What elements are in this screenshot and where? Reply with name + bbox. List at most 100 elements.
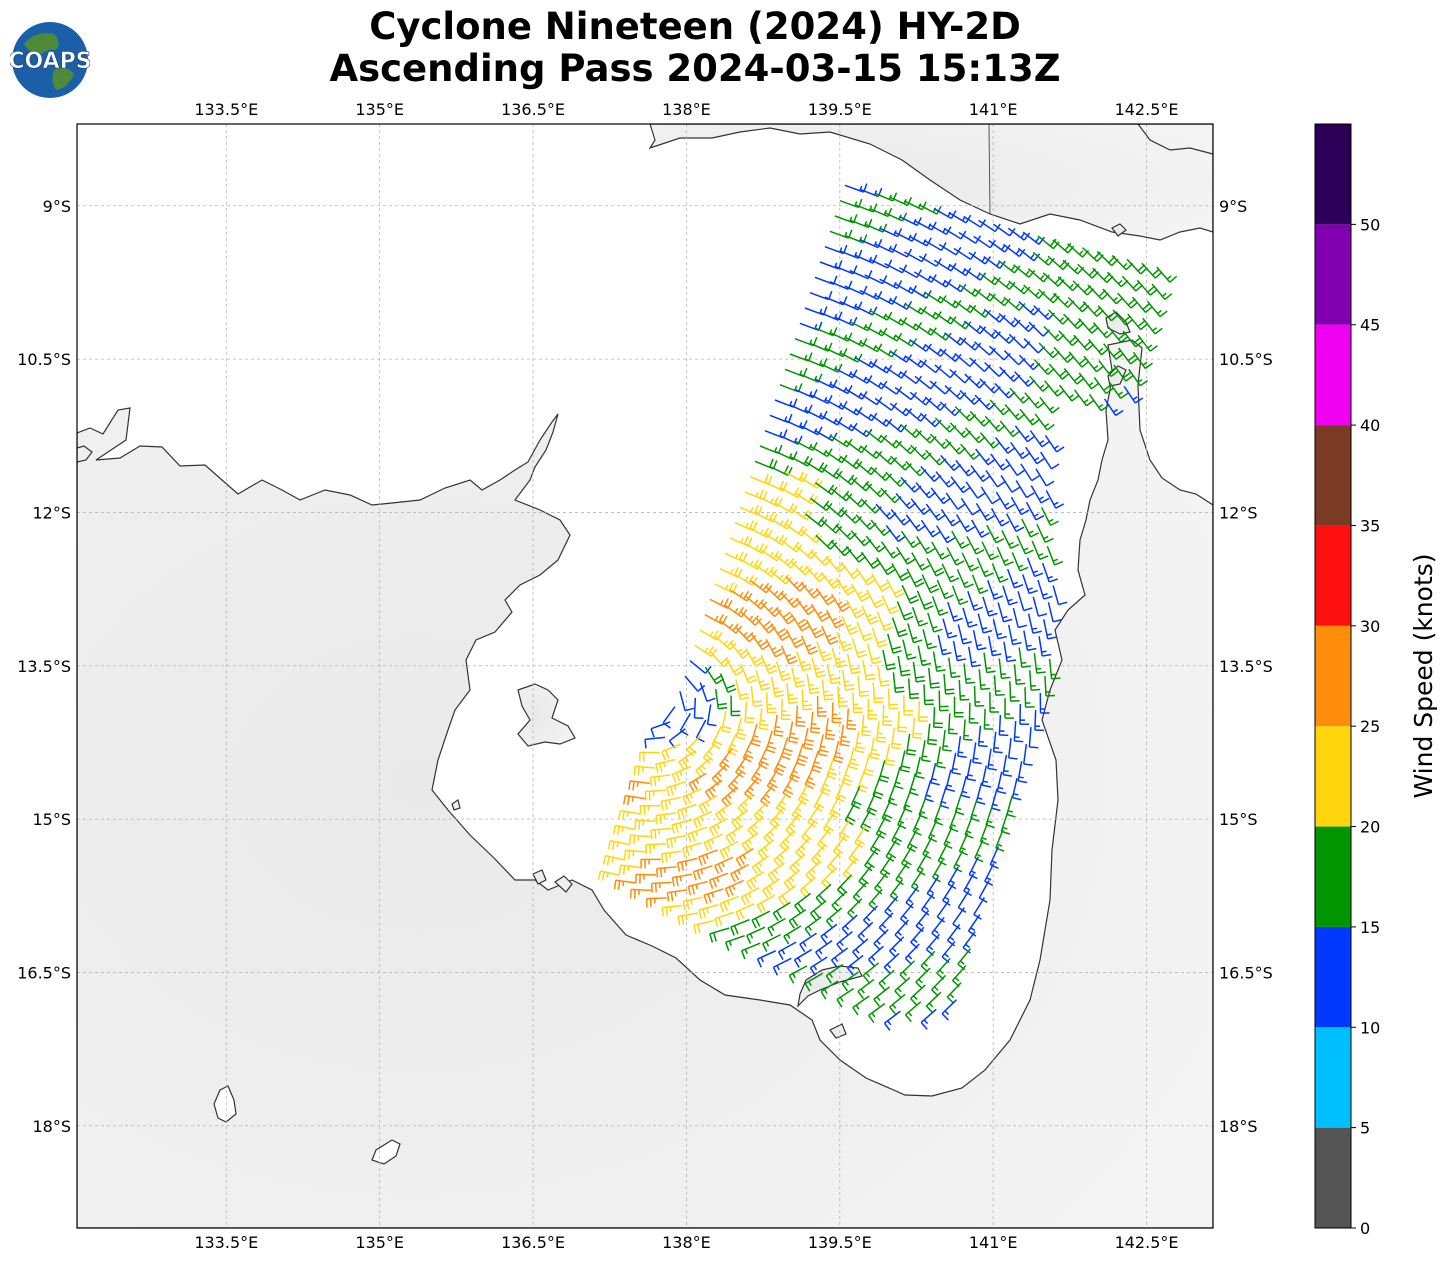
wind-barb: [826, 663, 841, 685]
wind-barb: [671, 873, 693, 887]
wind-barb: [1136, 279, 1158, 296]
wind-barb: [779, 486, 803, 499]
lon-tick-label-top: 133.5°E: [194, 100, 258, 119]
wind-barb: [729, 589, 753, 602]
lat-tick-label-left: 15°S: [32, 810, 71, 829]
wind-barb: [899, 423, 922, 439]
wind-barb: [967, 914, 981, 937]
wind-barb: [730, 863, 749, 883]
wind-barb: [830, 947, 849, 968]
wind-barb: [1007, 624, 1022, 646]
wind-barb: [795, 544, 818, 560]
colorbar-bin: [1315, 324, 1351, 426]
wind-barb: [769, 807, 785, 830]
wind-barb: [815, 883, 832, 905]
wind-barb: [682, 842, 703, 858]
wind-barb: [744, 777, 759, 800]
wind-barb: [831, 890, 847, 913]
wind-barb: [1000, 475, 1020, 493]
colorbar-tick-label: 5: [1360, 1119, 1370, 1138]
wind-barb: [1011, 778, 1022, 801]
wind-barb: [1127, 313, 1148, 331]
wind-barb: [655, 812, 677, 825]
wind-barb: [751, 910, 771, 929]
wind-barb: [852, 692, 863, 714]
wind-barb: [884, 418, 908, 433]
wind-barb: [1006, 568, 1024, 589]
wind-barb: [993, 329, 1016, 344]
wind-barb: [855, 461, 878, 476]
wind-barb: [985, 469, 1006, 488]
wind-barb: [597, 870, 621, 881]
wind-barb: [918, 700, 928, 722]
wind-barb: [795, 705, 806, 727]
wind-barb: [876, 557, 896, 576]
wind-barb: [1023, 284, 1046, 299]
wind-barb: [628, 780, 651, 791]
wind-barb: [735, 848, 754, 868]
wind-barb: [943, 826, 953, 850]
lat-tick-label-right: 12°S: [1219, 503, 1258, 522]
wind-barb: [878, 760, 890, 783]
wind-barb: [951, 585, 969, 606]
wind-barb: [846, 599, 865, 619]
wind-barb: [881, 595, 899, 615]
wind-barb: [857, 978, 875, 1000]
wind-barb: [1063, 368, 1085, 385]
wind-barb: [978, 272, 1001, 286]
wind-barb: [780, 645, 798, 665]
wind-barb: [860, 498, 882, 514]
wind-barb: [719, 840, 739, 860]
wind-barb: [1005, 458, 1026, 476]
wind-barb: [906, 829, 918, 853]
wind-barb: [1003, 641, 1017, 663]
wind-barb: [1030, 485, 1050, 504]
wind-barb: [957, 736, 967, 758]
wind-barb: [883, 952, 900, 975]
wind-barb: [769, 517, 793, 530]
wind-barb: [953, 849, 964, 873]
wind-barb: [998, 658, 1011, 680]
wind-barb: [785, 629, 805, 649]
wind-barb: [1006, 795, 1016, 818]
wind-barb: [676, 857, 698, 872]
wind-barb: [937, 842, 949, 866]
wind-barb: [746, 871, 765, 891]
wind-barb: [960, 775, 971, 799]
wind-barb: [682, 788, 702, 806]
wind-barb: [986, 524, 1005, 544]
wind-barb: [846, 954, 864, 976]
wind-barb: [740, 887, 760, 906]
wind-barb: [699, 629, 723, 641]
wind-barb: [783, 869, 801, 891]
wind-barb: [765, 638, 784, 658]
wind-barb: [983, 308, 1006, 323]
wind-barb: [1048, 363, 1070, 380]
wind-barb: [703, 888, 724, 904]
wind-barb: [837, 686, 849, 707]
wind-barb: [830, 593, 850, 613]
wind-barb: [762, 933, 781, 952]
wind-barb: [882, 704, 893, 727]
wind-barb: [982, 596, 998, 617]
lon-tick-label-bottom: 136.5°E: [501, 1233, 565, 1252]
colorbar-bin: [1315, 525, 1351, 626]
wind-barb: [635, 873, 657, 884]
wind-barb: [873, 928, 889, 951]
wind-barb: [963, 663, 976, 685]
wind-barb: [937, 634, 952, 656]
wind-barb: [720, 710, 732, 734]
colorbar-bin: [1315, 625, 1351, 727]
wind-barb: [1088, 393, 1109, 412]
wind-barb: [995, 491, 1015, 510]
wind-barb: [794, 892, 812, 914]
wind-barb: [868, 1002, 886, 1024]
wind-barb: [773, 846, 790, 868]
wind-barb: [948, 316, 972, 330]
wind-barb: [875, 450, 898, 465]
wind-barb: [1132, 351, 1153, 370]
wind-barb: [1093, 377, 1114, 395]
wind-barb: [902, 639, 917, 660]
wind-barb: [1092, 322, 1114, 339]
wind-barb: [962, 719, 973, 741]
